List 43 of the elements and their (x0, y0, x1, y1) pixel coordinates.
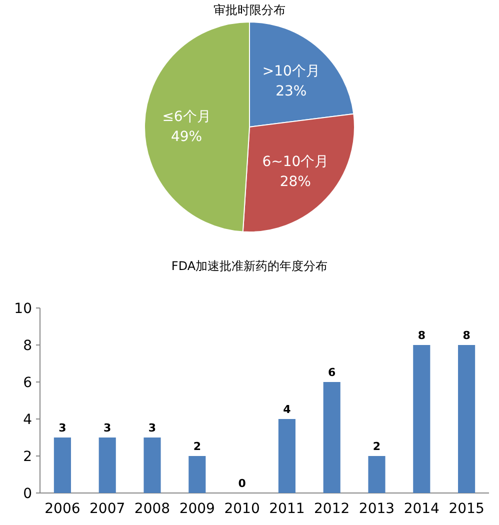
slice-label: ≤6个月 (162, 109, 211, 126)
slice-label: >10个月 (262, 64, 320, 80)
data-label: 0 (238, 477, 246, 490)
data-label: 3 (104, 422, 112, 434)
data-label: 4 (283, 403, 292, 416)
y-tick-label: 4 (23, 412, 32, 428)
x-tick-label: 2008 (134, 501, 170, 517)
bar (458, 345, 476, 493)
data-label: 49% (170, 129, 202, 146)
y-tick-label: 6 (23, 375, 32, 391)
data-label: 28% (280, 174, 311, 190)
bar (188, 456, 206, 493)
x-tick-label: 2006 (44, 501, 80, 517)
data-label: 23% (276, 84, 307, 100)
bar (278, 419, 296, 493)
data-label: 3 (148, 422, 156, 434)
x-tick-label: 2011 (269, 501, 305, 517)
y-tick-label: 8 (23, 338, 32, 354)
bar (413, 345, 430, 493)
slice-label: 6~10个月 (262, 154, 329, 170)
x-tick-label: 2015 (448, 501, 484, 517)
y-tick-label: 10 (14, 301, 32, 317)
bar (98, 438, 116, 493)
data-label: 8 (462, 329, 470, 342)
x-tick-label: 2010 (224, 501, 260, 517)
x-tick-label: 2012 (314, 501, 350, 517)
chart-title: FDA加速批准新药的年度分布 (171, 259, 328, 273)
data-label: 2 (193, 440, 201, 453)
bar (144, 438, 161, 493)
data-label: 3 (58, 422, 66, 434)
x-tick-label: 2014 (404, 501, 440, 517)
y-tick-label: 2 (23, 449, 32, 465)
x-tick-label: 2007 (90, 501, 126, 517)
y-tick-label: 0 (23, 486, 32, 502)
data-label: 6 (328, 366, 336, 379)
data-label: 2 (372, 440, 381, 453)
chart-title: 审批时限分布 (214, 3, 286, 17)
bar (323, 382, 340, 493)
x-tick-label: 2009 (179, 501, 215, 517)
bar (54, 438, 71, 493)
data-label: 8 (418, 329, 426, 342)
bar (368, 456, 386, 493)
x-tick-label: 2013 (358, 501, 395, 517)
